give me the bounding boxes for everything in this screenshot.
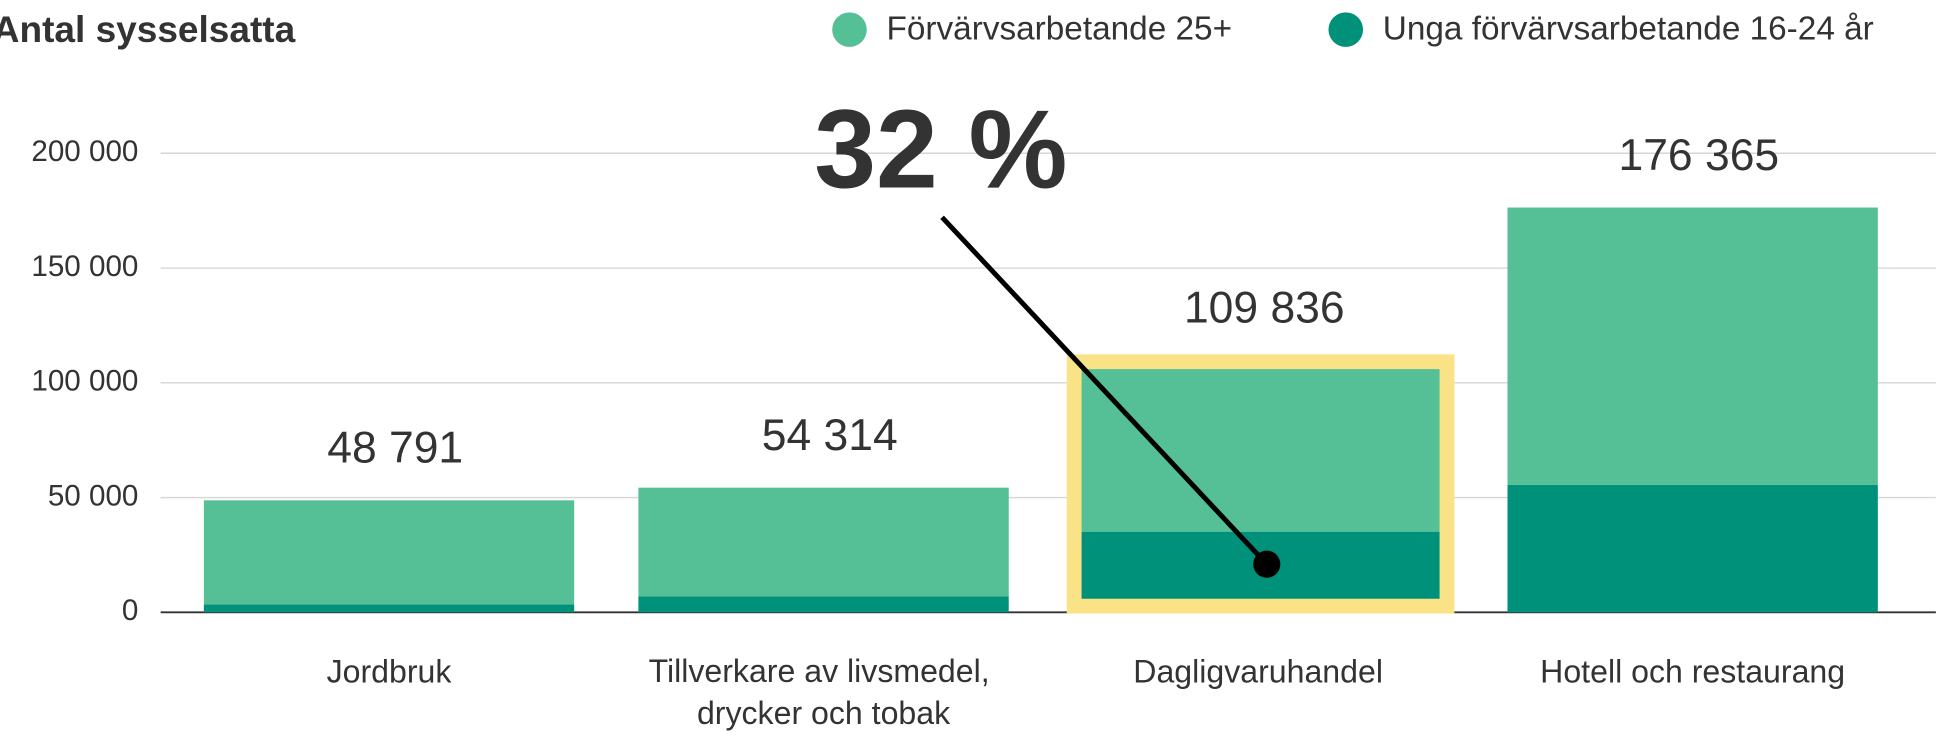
bar-segment bbox=[638, 487, 1009, 597]
bar-segment bbox=[1507, 207, 1878, 485]
total-label: 54 314 bbox=[762, 411, 898, 460]
total-label: 48 791 bbox=[327, 424, 463, 473]
y-tick-label: 100 000 bbox=[31, 365, 138, 398]
y-tick-label: 50 000 bbox=[48, 479, 139, 512]
grid: 0 50 000 100 000 150 000 200 000 bbox=[31, 135, 1936, 627]
annotation: 32 % bbox=[814, 86, 1067, 211]
legend-label: Förvärvsarbetande 25+ bbox=[887, 11, 1233, 48]
bar-segment bbox=[1072, 360, 1444, 532]
legend-label: Unga förvärvsarbetande 16-24 år bbox=[1383, 11, 1874, 48]
total-label: 176 365 bbox=[1619, 131, 1780, 180]
y-tick-label: 0 bbox=[122, 594, 138, 627]
x-tick-label: Tillverkare av livsmedel, drycker och to… bbox=[649, 654, 999, 732]
legend-marker bbox=[1328, 12, 1364, 47]
legend-marker bbox=[832, 12, 867, 47]
bar-segment bbox=[638, 596, 1009, 613]
bar-segment bbox=[203, 500, 575, 605]
bar-segment bbox=[1507, 484, 1878, 613]
x-tick-label: Jordbruk bbox=[327, 654, 453, 690]
chart-title: Antal sysselsatta bbox=[0, 8, 296, 50]
y-tick-label: 200 000 bbox=[31, 135, 138, 168]
annotation-line bbox=[940, 215, 1269, 566]
total-label: 109 836 bbox=[1184, 284, 1345, 333]
y-tick-label: 150 000 bbox=[31, 250, 138, 283]
x-tick-label: Dagligvaruhandel bbox=[1133, 654, 1383, 690]
annotation-dot bbox=[1253, 550, 1281, 578]
bars: 48 791 54 314 109 836 176 365 bbox=[203, 131, 1878, 613]
highlight-box bbox=[1066, 354, 1455, 614]
x-tick-label: Hotell och restaurang bbox=[1540, 654, 1845, 690]
bar-segment bbox=[203, 604, 575, 613]
